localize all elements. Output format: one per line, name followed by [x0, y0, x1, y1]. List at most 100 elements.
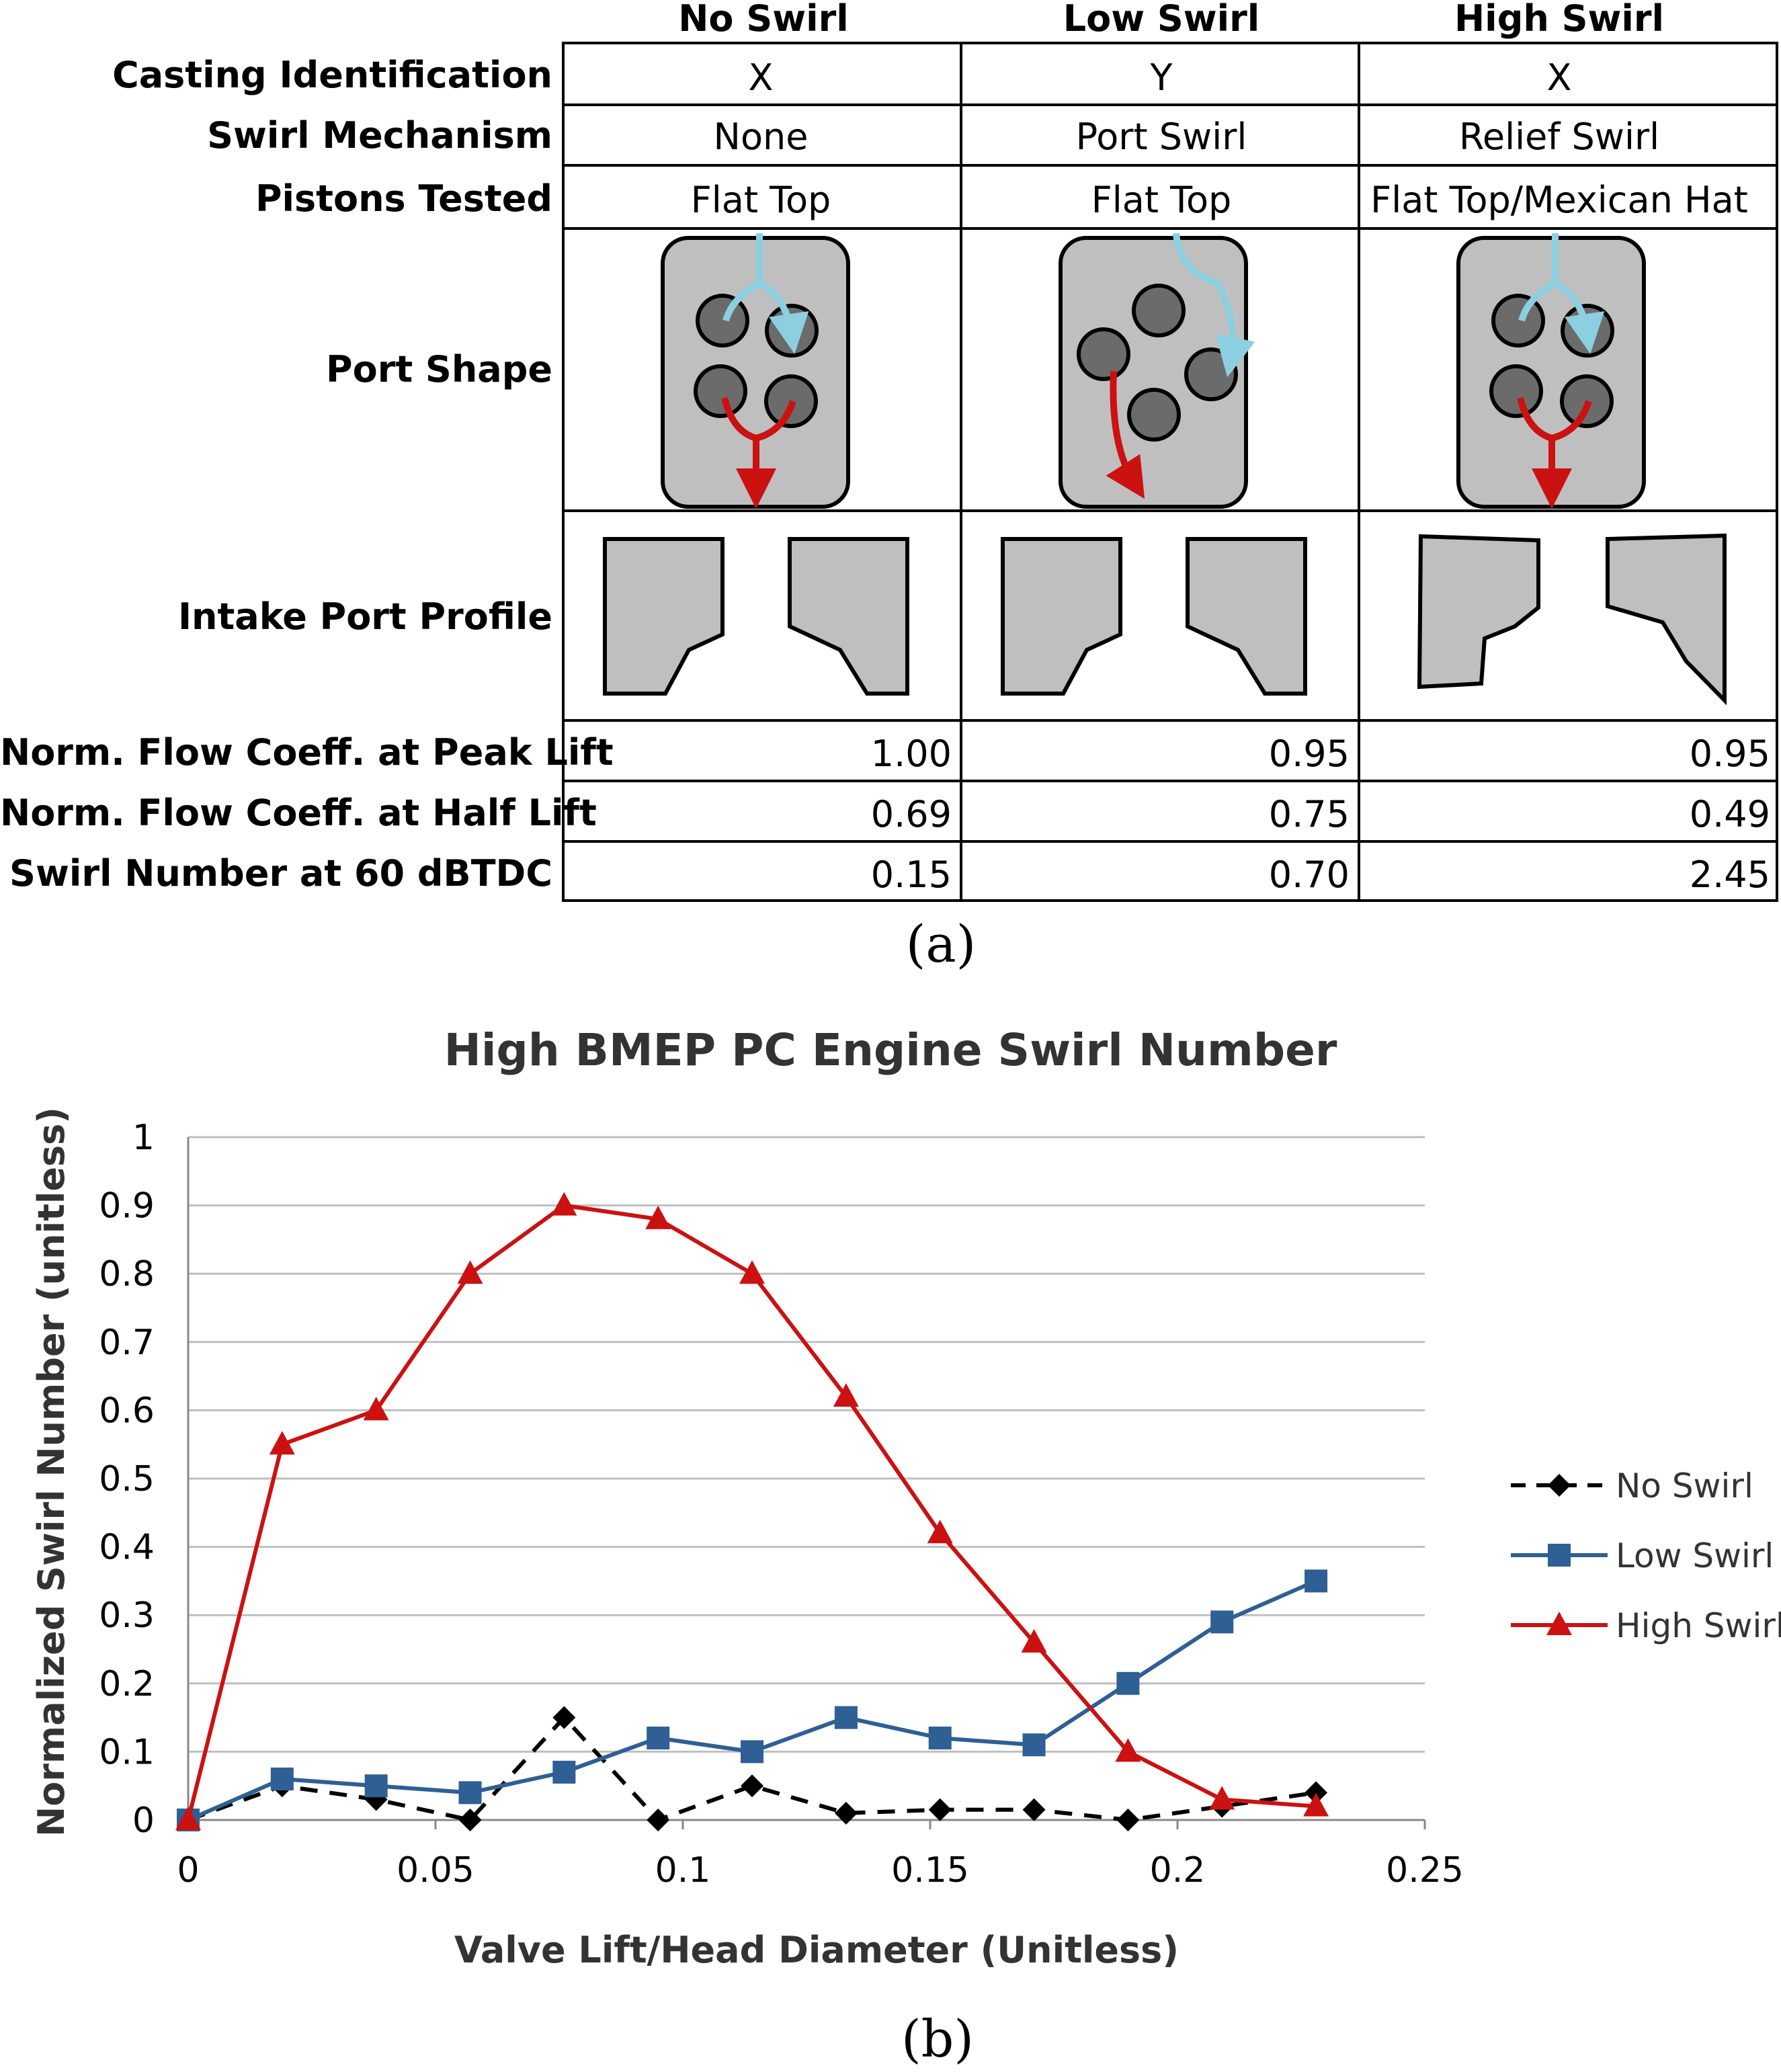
table-grid — [562, 42, 1778, 902]
series-no-swirl — [177, 1706, 1328, 1831]
cell-flow-half-high-swirl: 0.49 — [1689, 793, 1770, 835]
row-label-intake-profile: Intake Port Profile — [177, 595, 552, 638]
row-divider — [562, 509, 1778, 512]
cell-flow-half-no-swirl: 0.69 — [870, 793, 952, 835]
row-label-flow-peak: Norm. Flow Coeff. at Peak Lift — [0, 731, 614, 774]
row-label-port-shape: Port Shape — [326, 348, 552, 390]
data-point-low-swirl — [1116, 1671, 1140, 1695]
data-point-low-swirl — [741, 1740, 764, 1764]
legend-label-high-swirl: High Swirl — [1616, 1606, 1781, 1645]
y-tick-label: 0.1 — [99, 1732, 155, 1772]
data-point-low-swirl — [364, 1774, 388, 1798]
data-point-high-swirl — [363, 1397, 389, 1421]
y-axis-title: Normalized Swirl Number (unitless) — [30, 1107, 73, 1837]
y-tick-label: 0.6 — [99, 1391, 155, 1431]
y-tick-label: 0.8 — [99, 1254, 155, 1294]
row-label-casting: Casting Identification — [112, 54, 552, 96]
data-point-low-swirl — [1022, 1733, 1046, 1757]
data-point-high-swirl — [175, 1807, 201, 1830]
data-point-low-swirl — [928, 1727, 952, 1750]
data-point-no-swirl — [1304, 1781, 1328, 1805]
y-tick-label: 0.4 — [99, 1528, 155, 1568]
data-point-no-swirl — [1116, 1809, 1140, 1831]
legend-marker-high-swirl — [1546, 1612, 1572, 1635]
data-point-high-swirl — [1303, 1792, 1329, 1817]
y-tick-label: 0.9 — [99, 1186, 155, 1227]
x-tick-label: 0.05 — [397, 1850, 474, 1891]
port-shape-no-swirl-diagram — [661, 233, 850, 509]
row-label-swirl-number: Swirl Number at 60 dBTDC — [9, 852, 552, 895]
data-point-high-swirl — [833, 1383, 859, 1407]
cell-mechanism-low-swirl: Port Swirl — [1075, 116, 1247, 158]
cell-swirl-no-swirl: 0.15 — [870, 854, 952, 896]
y-tick-label: 0.5 — [99, 1459, 155, 1499]
caption-b: (b) — [901, 2009, 974, 2069]
legend-marker-low-swirl — [1548, 1544, 1571, 1567]
x-tick-label: 0.25 — [1386, 1850, 1464, 1891]
y-tick-label: 0.2 — [99, 1664, 155, 1704]
legend: No Swirl Low Swirl High Swirl — [1511, 1466, 1781, 1645]
legend-item-low-swirl: Low Swirl — [1511, 1536, 1774, 1575]
cell-casting-high-swirl: X — [1546, 56, 1572, 99]
data-point-no-swirl — [458, 1809, 482, 1831]
cell-pistons-no-swirl: Flat Top — [690, 179, 831, 221]
x-tick-label: 0.1 — [655, 1850, 711, 1891]
col-header-high-swirl: High Swirl — [1454, 0, 1665, 40]
port-shape-high-swirl-diagram — [1456, 233, 1646, 509]
data-point-high-swirl — [927, 1520, 953, 1544]
cell-swirl-low-swirl: 0.70 — [1268, 854, 1350, 896]
data-point-no-swirl — [834, 1801, 858, 1825]
cell-casting-no-swirl: X — [748, 56, 774, 99]
x-axis-title: Valve Lift/Head Diameter (Unitless) — [454, 1929, 1179, 1971]
col-header-low-swirl: Low Swirl — [1063, 0, 1260, 40]
y-tick-label: 0 — [132, 1800, 155, 1841]
data-point-low-swirl — [1210, 1610, 1234, 1634]
data-point-low-swirl — [1304, 1569, 1328, 1593]
series-line-no-swirl — [187, 1715, 1317, 1822]
row-label-pistons: Pistons Tested — [255, 177, 552, 220]
legend-item-no-swirl: No Swirl — [1511, 1466, 1753, 1505]
cell-flow-peak-no-swirl: 1.00 — [870, 733, 952, 775]
cell-flow-peak-high-swirl: 0.95 — [1689, 733, 1770, 775]
row-label-swirl-mechanism: Swirl Mechanism — [207, 114, 552, 157]
port-shape-low-swirl-diagram — [1059, 233, 1255, 509]
cell-casting-low-swirl: Y — [1150, 56, 1173, 99]
x-tick-label: 0 — [177, 1850, 199, 1891]
data-point-low-swirl — [834, 1706, 858, 1729]
data-point-high-swirl — [269, 1431, 295, 1455]
x-tick-label: 0.2 — [1150, 1850, 1206, 1891]
intake-profile-no-swirl-diagram — [603, 537, 909, 696]
row-divider — [562, 164, 1778, 167]
data-point-no-swirl — [552, 1706, 576, 1729]
series-group — [175, 1192, 1329, 1831]
data-point-low-swirl — [647, 1727, 670, 1750]
gridlines — [188, 1136, 1425, 1753]
row-label-flow-half: Norm. Flow Coeff. at Half Lift — [0, 792, 597, 834]
cell-swirl-high-swirl: 2.45 — [1689, 854, 1770, 896]
chart-title: High BMEP PC Engine Swirl Number — [444, 1024, 1337, 1076]
data-point-high-swirl — [1021, 1628, 1047, 1653]
y-tick-label: 0.7 — [99, 1323, 155, 1363]
data-point-high-swirl — [1209, 1786, 1235, 1810]
y-tick-label: 1 — [132, 1118, 155, 1158]
panel-a-table: No Swirl Low Swirl High Swirl Casting Id… — [0, 0, 1781, 1008]
y-tick-label: 0.3 — [99, 1596, 155, 1636]
legend-item-high-swirl: High Swirl — [1511, 1606, 1781, 1645]
legend-label-no-swirl: No Swirl — [1616, 1466, 1753, 1505]
data-point-no-swirl — [928, 1798, 952, 1821]
data-point-high-swirl — [739, 1260, 765, 1284]
line-chart: High BMEP PC Engine Swirl Number 0 0.1 0.2… — [30, 1024, 1781, 2069]
data-point-low-swirl — [458, 1781, 482, 1805]
cell-mechanism-no-swirl: None — [713, 116, 809, 158]
x-tick-label: 0.15 — [891, 1850, 969, 1891]
cell-pistons-high-swirl: Flat Top/Mexican Hat — [1370, 179, 1748, 221]
column-divider — [1358, 42, 1360, 902]
data-point-high-swirl — [457, 1260, 483, 1284]
row-divider — [562, 719, 1778, 722]
axes: 0 0.1 0.2 0.3 0.4 0.5 0.6 0.7 0.8 0.9 1 0 0.05 0.1 0.1… — [99, 1118, 1464, 1891]
legend-marker-no-swirl — [1548, 1474, 1571, 1497]
cell-pistons-low-swirl: Flat Top — [1091, 179, 1232, 221]
intake-profile-low-swirl-diagram — [1001, 537, 1307, 696]
intake-profile-high-swirl-diagram — [1417, 533, 1727, 706]
data-point-no-swirl — [647, 1809, 670, 1831]
